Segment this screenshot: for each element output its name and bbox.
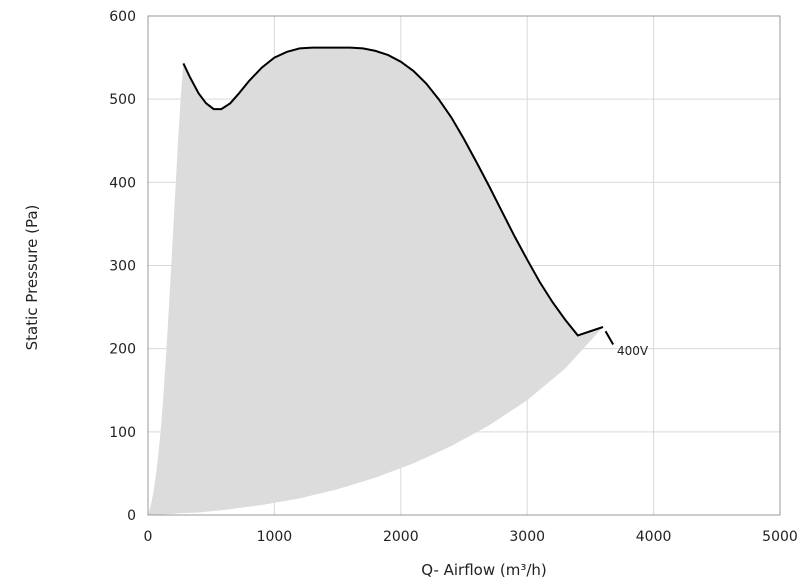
x-tick-label: 4000 bbox=[636, 529, 672, 545]
x-axis-title: Q- Airflow (m³/h) bbox=[421, 561, 547, 579]
y-tick-label: 600 bbox=[109, 9, 136, 25]
y-axis-ticks: 0 100 200 300 400 500 600 bbox=[109, 9, 136, 524]
plot-frame bbox=[147, 15, 781, 516]
y-tick-label: 400 bbox=[109, 175, 136, 191]
x-tick-label: 3000 bbox=[509, 529, 545, 545]
x-axis-ticks: 0 1000 2000 3000 4000 5000 bbox=[144, 529, 798, 545]
y-tick-label: 0 bbox=[127, 508, 136, 524]
x-tick-label: 2000 bbox=[383, 529, 419, 545]
y-tick-label: 100 bbox=[109, 425, 136, 441]
x-tick-label: 1000 bbox=[257, 529, 293, 545]
curve-label-400v: 400V bbox=[617, 344, 649, 358]
annotation-leader-line bbox=[604, 330, 615, 346]
y-tick-label: 500 bbox=[109, 92, 136, 108]
x-tick-label: 0 bbox=[144, 529, 153, 545]
x-tick-label: 5000 bbox=[762, 529, 798, 545]
operating-area bbox=[148, 47, 603, 515]
max-curve-400v bbox=[182, 46, 604, 337]
y-axis-title: Static Pressure (Pa) bbox=[23, 205, 41, 351]
y-tick-label: 300 bbox=[109, 259, 136, 275]
y-tick-label: 200 bbox=[109, 342, 136, 358]
